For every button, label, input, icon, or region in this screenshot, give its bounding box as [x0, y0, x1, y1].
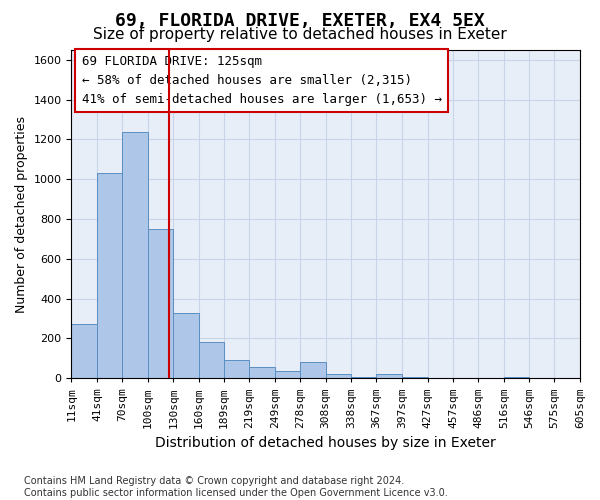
- Bar: [224, 360, 250, 378]
- Bar: [97, 174, 122, 378]
- Bar: [326, 374, 352, 378]
- Bar: [402, 377, 428, 378]
- Bar: [199, 342, 224, 378]
- Bar: [122, 132, 148, 378]
- Bar: [250, 367, 275, 378]
- Y-axis label: Number of detached properties: Number of detached properties: [15, 116, 28, 312]
- Bar: [148, 229, 173, 378]
- Bar: [173, 312, 199, 378]
- Bar: [300, 362, 326, 378]
- Text: 69, FLORIDA DRIVE, EXETER, EX4 5EX: 69, FLORIDA DRIVE, EXETER, EX4 5EX: [115, 12, 485, 30]
- Text: Contains HM Land Registry data © Crown copyright and database right 2024.
Contai: Contains HM Land Registry data © Crown c…: [24, 476, 448, 498]
- Text: Size of property relative to detached houses in Exeter: Size of property relative to detached ho…: [93, 28, 507, 42]
- Bar: [275, 371, 300, 378]
- Bar: [504, 377, 529, 378]
- Bar: [376, 374, 402, 378]
- Text: 69 FLORIDA DRIVE: 125sqm
← 58% of detached houses are smaller (2,315)
41% of sem: 69 FLORIDA DRIVE: 125sqm ← 58% of detach…: [82, 55, 442, 106]
- Bar: [352, 377, 376, 378]
- Bar: [71, 324, 97, 378]
- X-axis label: Distribution of detached houses by size in Exeter: Distribution of detached houses by size …: [155, 436, 496, 450]
